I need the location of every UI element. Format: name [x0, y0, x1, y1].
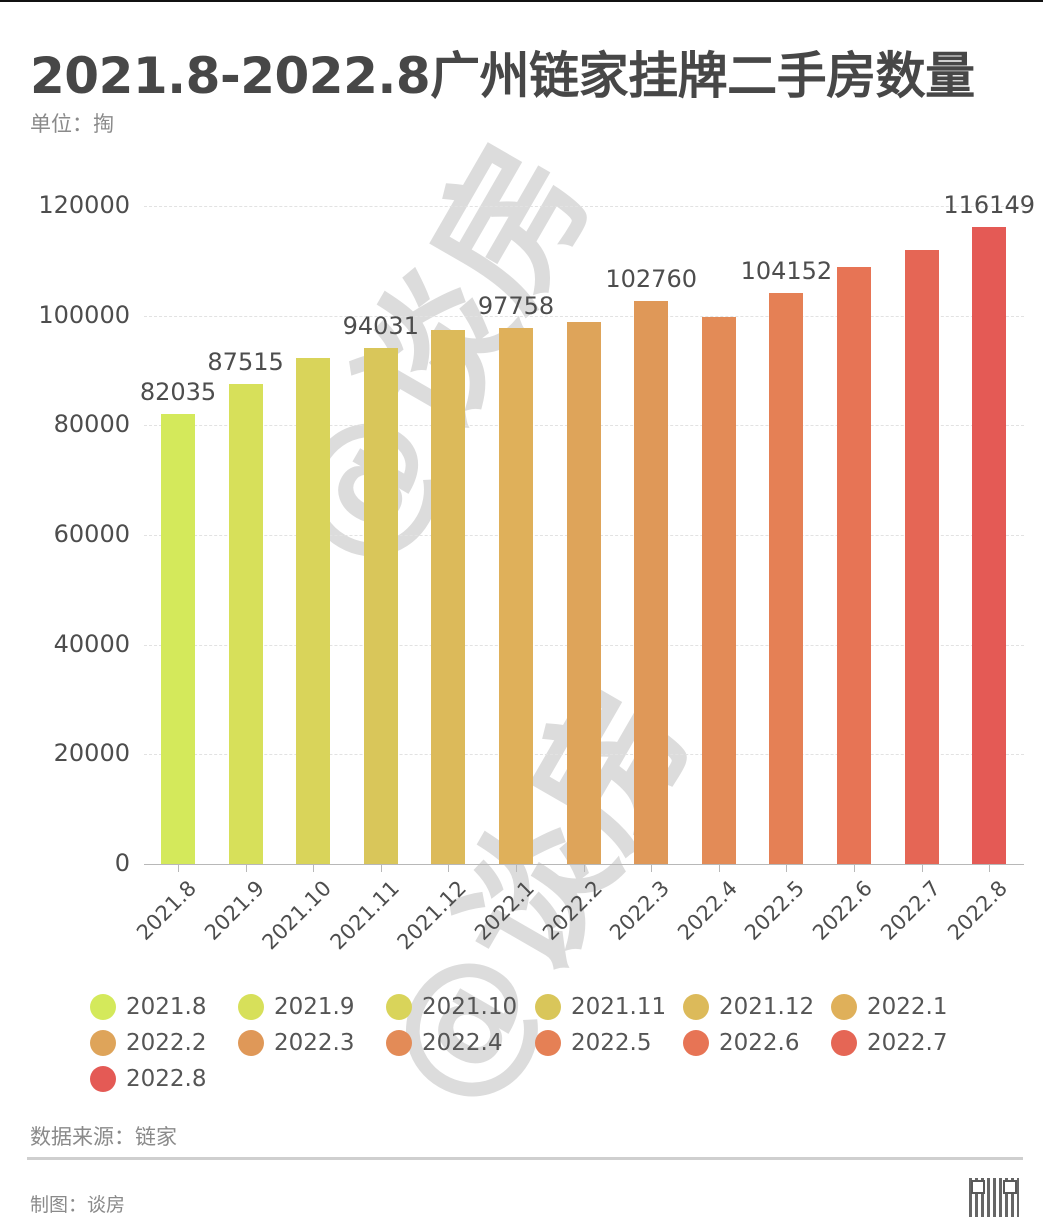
qr-code-icon: [969, 1178, 1019, 1217]
legend-label: 2021.10: [422, 994, 518, 1020]
legend-item-2022.1[interactable]: 2022.1: [831, 992, 947, 1022]
bar-2022.4: [701, 316, 736, 864]
legend-item-2021.9[interactable]: 2021.9: [238, 992, 354, 1022]
legend-label: 2022.1: [867, 994, 948, 1020]
y-tick-label: 100000: [38, 300, 130, 329]
legend-item-2022.8[interactable]: 2022.8: [90, 1064, 206, 1094]
bar-2022.5: [769, 292, 804, 864]
x-tick: [718, 865, 720, 872]
y-tick-label: 0: [114, 849, 130, 877]
unit-label: 单位：掏: [30, 112, 114, 136]
legend-dot-icon: [683, 994, 709, 1020]
data-label: 104152: [740, 256, 833, 285]
y-tick-label: 120000: [38, 191, 130, 219]
x-tick-label: 2021.8: [132, 876, 201, 945]
x-tick-label: 2021.9: [199, 876, 269, 945]
legend-dot-icon: [90, 1066, 116, 1092]
x-axis-line: [144, 864, 1024, 865]
legend-label: 2022.5: [571, 1030, 652, 1056]
x-tick-label: 2022.7: [875, 876, 945, 945]
x-tick: [583, 865, 585, 872]
bar-2022.3: [634, 300, 669, 864]
y-tick-label: 60000: [53, 520, 130, 548]
legend-item-2022.5[interactable]: 2022.5: [535, 1028, 651, 1058]
x-tick: [786, 865, 788, 872]
bar-2022.2: [566, 321, 601, 864]
legend-item-2021.10[interactable]: 2021.10: [386, 992, 517, 1022]
legend-item-2022.4[interactable]: 2022.4: [386, 1028, 502, 1058]
legend-label: 2021.12: [719, 994, 815, 1020]
x-tick-label: 2021.10: [257, 876, 337, 955]
y-tick-label: 40000: [53, 629, 130, 658]
bar-2022.1: [499, 327, 533, 864]
legend-dot-icon: [238, 994, 264, 1020]
x-tick-label: 2022.5: [740, 876, 810, 945]
legend-item-2022.3[interactable]: 2022.3: [238, 1028, 354, 1058]
legend-dot-icon: [90, 994, 116, 1020]
legend-label: 2021.9: [274, 994, 355, 1020]
gridline: [144, 206, 1024, 207]
legend-label: 2022.8: [126, 1066, 207, 1092]
x-tick: [245, 865, 247, 872]
top-border: [0, 0, 1043, 2]
legend-item-2021.12[interactable]: 2021.12: [683, 992, 814, 1022]
legend-dot-icon: [831, 994, 857, 1020]
x-tick: [516, 865, 517, 872]
bar-2022.7: [904, 249, 939, 864]
data-label: 97758: [477, 291, 555, 320]
bar-2022.8: [972, 227, 1007, 864]
data-source: 数据来源：链家: [30, 1125, 177, 1149]
bar-2021.11: [363, 348, 398, 864]
x-tick: [651, 865, 653, 872]
legend-dot-icon: [535, 994, 561, 1020]
legend-label: 2022.4: [422, 1030, 503, 1056]
chart-title: 2021.8-2022.8广州链家挂牌二手房数量: [30, 47, 975, 105]
legend-dot-icon: [386, 994, 412, 1020]
footer-divider: [27, 1157, 1023, 1160]
legend-dot-icon: [238, 1030, 264, 1056]
legend-item-2021.11[interactable]: 2021.11: [535, 992, 666, 1022]
legend-item-2022.6[interactable]: 2022.6: [683, 1028, 799, 1058]
bar-2021.9: [228, 384, 263, 864]
x-tick-label: 2022.8: [943, 876, 1013, 945]
bar-2021.10: [296, 357, 331, 864]
legend-dot-icon: [90, 1030, 116, 1056]
x-tick: [989, 865, 991, 872]
x-tick: [178, 865, 179, 872]
x-tick: [448, 865, 450, 872]
x-tick-label: 2022.6: [808, 876, 877, 945]
legend-label: 2022.6: [719, 1030, 800, 1056]
legend-dot-icon: [386, 1030, 412, 1056]
legend-item-2022.7[interactable]: 2022.7: [831, 1028, 947, 1058]
x-tick: [380, 865, 382, 872]
bar-2021.8: [161, 414, 195, 864]
gridline: [144, 315, 1024, 317]
legend-dot-icon: [831, 1030, 857, 1056]
y-tick-label: 20000: [53, 739, 130, 768]
data-label: 94031: [342, 312, 419, 341]
x-tick: [921, 865, 923, 872]
data-label: 102760: [605, 264, 697, 293]
chart-credit: 制图：谈房: [30, 1194, 126, 1216]
data-label: 82035: [139, 378, 217, 407]
bar-2021.12: [431, 329, 466, 864]
legend-label: 2022.3: [274, 1030, 355, 1056]
legend-item-2021.8[interactable]: 2021.8: [90, 992, 206, 1022]
legend-label: 2022.7: [867, 1030, 948, 1056]
legend-label: 2021.8: [126, 994, 207, 1020]
legend-dot-icon: [683, 1030, 709, 1056]
x-tick: [854, 865, 855, 872]
x-tick: [313, 865, 315, 872]
legend-item-2022.2[interactable]: 2022.2: [90, 1028, 206, 1058]
bar-2022.6: [837, 266, 871, 864]
legend-label: 2021.11: [571, 994, 667, 1020]
x-tick-label: 2022.4: [672, 876, 742, 945]
legend-label: 2022.2: [126, 1030, 207, 1056]
y-tick-label: 80000: [53, 410, 130, 439]
data-label: 116149: [943, 191, 1035, 220]
legend-dot-icon: [535, 1030, 561, 1056]
data-label: 87515: [207, 348, 284, 377]
